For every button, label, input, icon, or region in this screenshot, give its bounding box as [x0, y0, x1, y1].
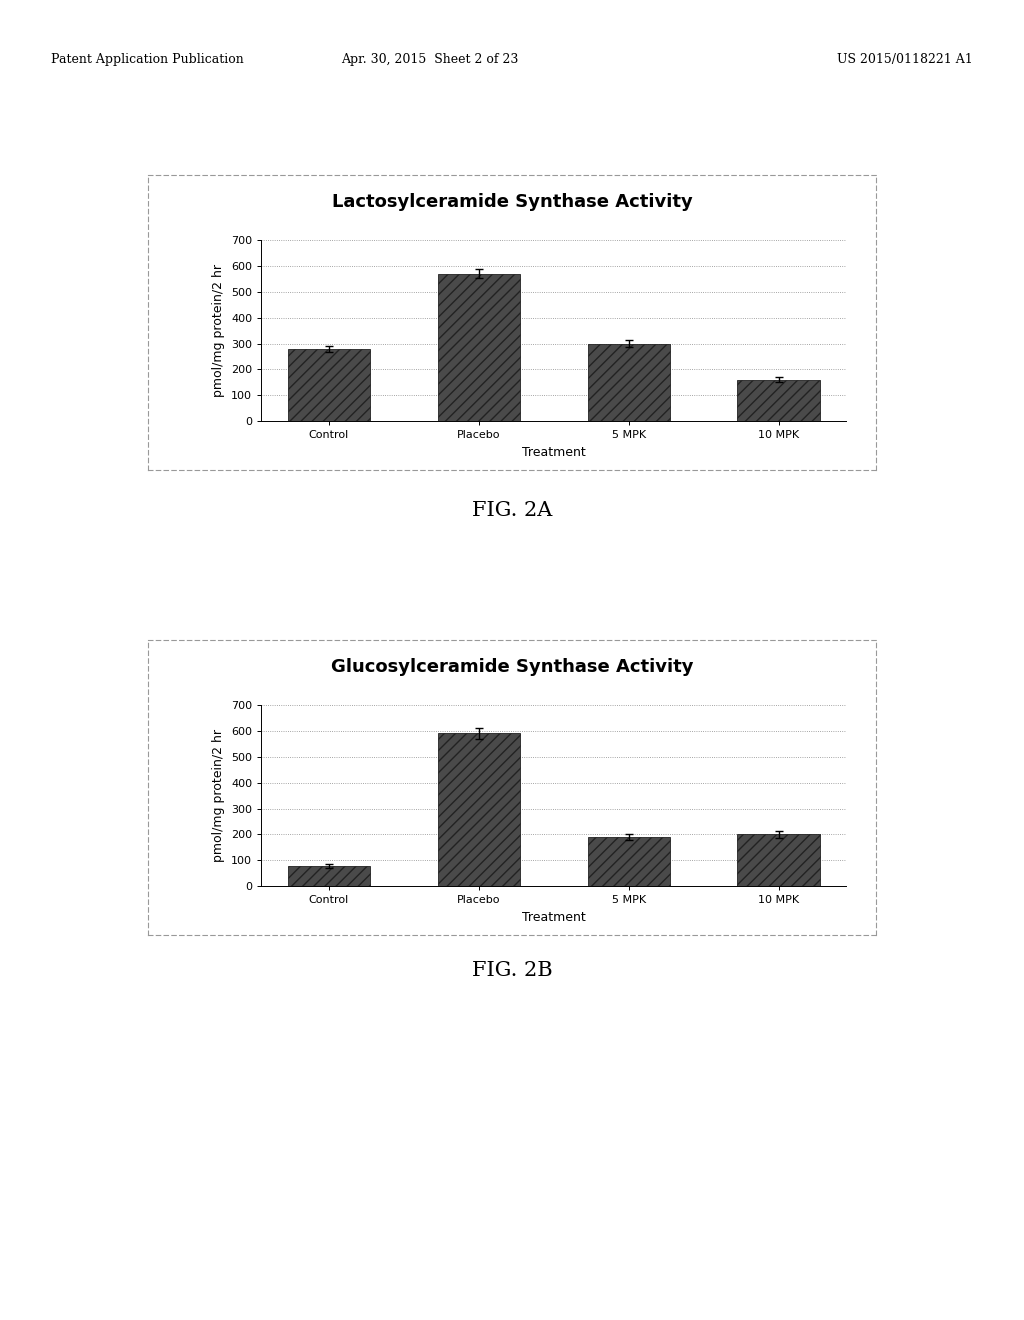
- Bar: [737, 834, 820, 886]
- Text: Lactosylceramide Synthase Activity: Lactosylceramide Synthase Activity: [332, 193, 692, 211]
- Text: Glucosylceramide Synthase Activity: Glucosylceramide Synthase Activity: [331, 657, 693, 676]
- Bar: [588, 343, 670, 421]
- Text: US 2015/0118221 A1: US 2015/0118221 A1: [837, 53, 973, 66]
- Text: FIG. 2A: FIG. 2A: [472, 500, 552, 520]
- X-axis label: Treatment: Treatment: [522, 446, 586, 459]
- Y-axis label: pmol/mg protein/2 hr: pmol/mg protein/2 hr: [212, 729, 225, 862]
- Bar: [437, 273, 520, 421]
- Text: Apr. 30, 2015  Sheet 2 of 23: Apr. 30, 2015 Sheet 2 of 23: [341, 53, 519, 66]
- X-axis label: Treatment: Treatment: [522, 911, 586, 924]
- Text: FIG. 2B: FIG. 2B: [472, 961, 552, 979]
- Bar: [437, 734, 520, 886]
- Y-axis label: pmol/mg protein/2 hr: pmol/mg protein/2 hr: [212, 264, 225, 397]
- Bar: [588, 837, 670, 886]
- Bar: [288, 866, 371, 886]
- Bar: [288, 348, 371, 421]
- Bar: [737, 380, 820, 421]
- Text: Patent Application Publication: Patent Application Publication: [51, 53, 244, 66]
